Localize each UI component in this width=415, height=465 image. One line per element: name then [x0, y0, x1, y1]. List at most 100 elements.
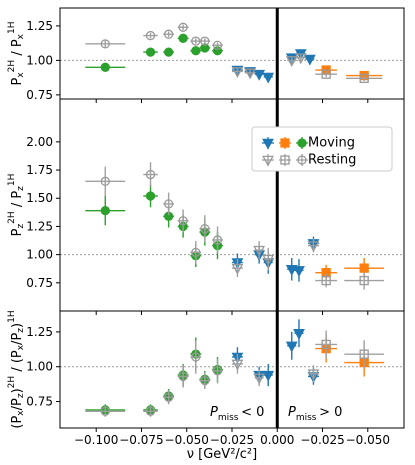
- panel-3-point-resting-circle-3: [163, 392, 174, 403]
- panel-1-point-moving-tri_down-3: [253, 69, 266, 81]
- panel-2-point-moving-circle-2: [145, 191, 156, 201]
- panel-3-point-resting-circle-7: [212, 366, 223, 376]
- legend-resting-square-marker: [280, 155, 290, 165]
- panel-2-point-resting-circle-3: [163, 199, 174, 209]
- panel-1-point-resting-tri_down-3: [285, 56, 298, 67]
- panel-1-series-resting-square: [315, 69, 383, 83]
- legend-resting-tri_down-marker: [262, 155, 274, 167]
- panel-3-ytick-label: 0.75: [26, 395, 53, 409]
- panel-2-series-resting-circle: [85, 162, 223, 264]
- legend-moving-circle-marker: [297, 138, 307, 148]
- panel-1-series-resting-tri_down: [231, 53, 307, 80]
- panel-3-point-resting-tri_down-2: [253, 373, 266, 385]
- x-tick-label: −0.025: [300, 433, 344, 447]
- panel-2-point-resting-tri_down-3: [262, 254, 275, 266]
- panel-2-ytick-label: 1.50: [26, 191, 53, 205]
- panel-1-point-moving-circle-3: [163, 47, 174, 57]
- panel-2-point-moving-square-2: [359, 263, 369, 273]
- panel-2-series-resting-square: [315, 271, 385, 290]
- panel-1-y-axis-label: Px2H / Px1H: [7, 22, 26, 86]
- panel-2-point-resting-circle-2: [145, 169, 156, 180]
- panel-2-point-resting-circle-1: [100, 176, 110, 186]
- panel-3-ytick-label: 1.25: [26, 325, 53, 339]
- panel-3-point-resting-tri_down-3: [307, 369, 320, 381]
- legend-label-resting: Resting: [308, 153, 356, 168]
- panel-2-point-resting-tri_down-4: [307, 241, 320, 253]
- legend-markers: [262, 137, 308, 167]
- x-tick-label: −0.100: [74, 433, 118, 447]
- panel-3-point-moving-tri_down-5: [293, 329, 305, 340]
- panel-2-ytick-label: 0.75: [26, 276, 53, 290]
- annotation-pmiss-positive: Pmiss > 0: [288, 405, 342, 423]
- panel-1-point-resting-square-2: [359, 73, 369, 83]
- x-tick-label: −0.050: [346, 433, 390, 447]
- panel-3-point-resting-circle-6: [200, 375, 210, 386]
- panel-1-point-resting-circle-7: [212, 40, 223, 50]
- panel-3-ytick-label: 1.00: [26, 360, 53, 374]
- panel-1-point-moving-circle-1: [100, 62, 110, 72]
- panel-2-point-moving-tri_down-5: [293, 266, 305, 277]
- panel-3-point-resting-square-1: [321, 339, 331, 350]
- panel-3-y-axis-label: (Px/Pz)2H / (Px/Pz)1H: [7, 310, 26, 428]
- panel-3-point-resting-circle-1: [100, 406, 110, 416]
- panel-3-series-resting-tri_down: [231, 354, 320, 387]
- panel-1-point-resting-circle-3: [163, 29, 174, 39]
- panel-3-point-moving-tri_down-4: [285, 341, 298, 353]
- panel-2-point-moving-circle-1: [100, 205, 110, 216]
- x-axis-label: ν [GeV²/c²]: [187, 447, 257, 462]
- x-tick-label: −0.050: [165, 433, 209, 447]
- panel-3-point-resting-tri_down-1: [231, 359, 244, 371]
- panel-2-y-axis-label: Pz2H / Pz1H: [7, 174, 26, 237]
- panel-1-point-resting-circle-1: [100, 39, 110, 49]
- panel-2-point-resting-square-1: [321, 275, 331, 286]
- panel-3-point-resting-circle-4: [178, 371, 188, 382]
- panel-2-series-resting-tri_down: [231, 238, 320, 278]
- overlay-group: Moving Resting Pmiss < 0 Pmiss > 0 ν [Ge…: [187, 126, 393, 462]
- x-tick-label: −0.075: [119, 433, 163, 447]
- panel-1-point-moving-tri_down-7: [303, 54, 316, 66]
- panel-3-series-resting-square: [315, 330, 385, 369]
- panel-1-series-resting-circle: [85, 22, 223, 50]
- panel-2-point-resting-tri_down-1: [231, 263, 244, 275]
- panel-2-ytick-label: 2.00: [26, 135, 53, 149]
- panel-1-ytick-label: 1.00: [26, 53, 53, 67]
- panel-1-point-moving-tri_down-4: [262, 72, 275, 84]
- panel-1-point-moving-circle-2: [145, 47, 156, 57]
- panel-2-ytick-label: 1.00: [26, 248, 53, 262]
- panel-1-point-resting-circle-6: [200, 36, 210, 46]
- panel-1-point-resting-tri_down-2: [244, 68, 257, 80]
- panel-1-ytick-label: 0.75: [26, 88, 53, 102]
- panel-2-point-resting-square-2: [359, 275, 369, 286]
- panel-3-point-resting-circle-5: [191, 352, 201, 362]
- panel-2-ytick-label: 1.75: [26, 163, 53, 177]
- panel-1-point-resting-square-1: [321, 69, 331, 79]
- legend-resting-circle-marker: [297, 155, 307, 165]
- panel-3: 0.75 1.00 1.25(Px/Pz)2H / (Px/Pz)1H: [7, 310, 405, 432]
- panel-2-point-resting-circle-6: [200, 224, 210, 234]
- legend-moving-square-marker: [280, 138, 290, 148]
- panel-1-series-moving-circle: [85, 33, 223, 72]
- panel-3-point-resting-square-2: [359, 349, 369, 359]
- panel-3-point-moving-tri_down-3: [262, 370, 275, 382]
- legend-label-moving: Moving: [308, 136, 355, 151]
- panel-1-point-moving-circle-4: [178, 33, 188, 43]
- panel-3-series-resting-circle: [85, 340, 223, 417]
- x-tick-label: 0.000: [260, 433, 294, 447]
- legend: Moving Resting: [251, 126, 393, 172]
- panel-1-point-moving-circle-5: [191, 46, 201, 56]
- panel-2-point-resting-circle-5: [191, 247, 201, 258]
- panel-1-point-moving-circle-6: [200, 43, 210, 53]
- panel-2-point-resting-circle-7: [212, 235, 223, 245]
- panel-1-point-resting-circle-4: [178, 22, 188, 32]
- x-tick-label: −0.025: [210, 433, 254, 447]
- panel-2-point-resting-circle-4: [178, 216, 188, 226]
- panel-1-point-resting-circle-2: [145, 30, 156, 41]
- panel-2-ytick-label: 1.25: [26, 219, 53, 233]
- legend-moving-tri_down-marker: [262, 138, 274, 150]
- annotation-pmiss-negative: Pmiss < 0: [210, 405, 264, 423]
- panel-3-point-resting-circle-2: [145, 406, 156, 416]
- panel-1-point-resting-tri_down-4: [294, 53, 307, 65]
